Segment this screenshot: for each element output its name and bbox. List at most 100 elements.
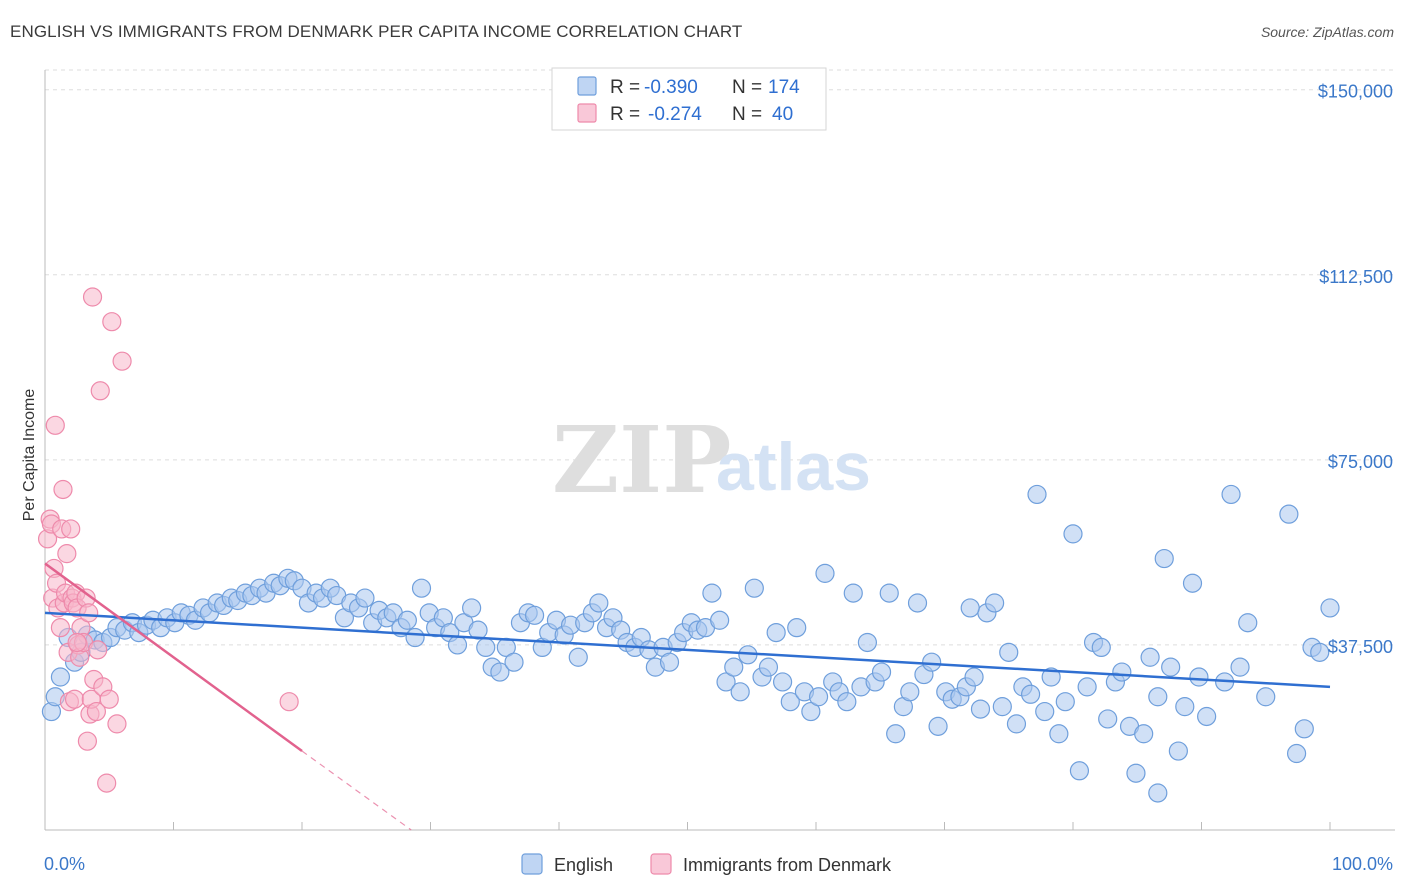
english-point-169: [1256, 687, 1276, 707]
english-point-149: [1091, 637, 1111, 658]
english-point-132: [970, 699, 991, 719]
english-point-164: [1197, 706, 1217, 727]
english-trendline: [44, 611, 1331, 689]
english-point-60: [462, 598, 482, 618]
english-point-172: [1294, 719, 1314, 739]
english-point-150: [1098, 709, 1118, 729]
english-point-123: [907, 593, 928, 613]
english-point-116: [857, 632, 878, 653]
legend-n-value-english: 174: [768, 77, 800, 98]
chart-title: ENGLISH VS IMMIGRANTS FROM DENMARK PER C…: [10, 22, 743, 41]
denmark-point-8: [50, 618, 71, 638]
english-point-159: [1161, 657, 1181, 677]
english-point-58: [447, 635, 468, 655]
english-point-144: [1055, 692, 1075, 712]
denmark-point-38: [99, 689, 119, 709]
english-point-158: [1154, 548, 1174, 569]
denmark-point-35: [90, 381, 110, 401]
english-point-45: [355, 588, 375, 608]
denmark-point-10: [53, 479, 73, 500]
english-point-157: [1148, 687, 1168, 707]
english-point-102: [758, 657, 779, 677]
legend-n-value-denmark: 40: [772, 104, 793, 125]
english-point-154: [1126, 763, 1146, 783]
denmark-point-31: [82, 287, 103, 307]
english-point-53: [411, 578, 432, 598]
x-tick-label-0: 0.0%: [44, 854, 85, 874]
english-point-156: [1140, 647, 1160, 667]
english-point-2: [50, 667, 71, 687]
legend-n-label-english: N =: [732, 77, 762, 98]
y-axis-title: Per Capita Income: [21, 389, 38, 522]
english-point-170: [1279, 504, 1299, 524]
denmark-point-42: [67, 632, 87, 653]
english-point-126: [928, 716, 948, 736]
legend: R = -0.390 N = 174 R = -0.274 N = 40: [551, 67, 827, 131]
denmark-point-5: [45, 415, 65, 435]
english-point-136: [999, 642, 1019, 662]
english-point-109: [808, 687, 829, 707]
y-tick-label-2: $112,500: [1319, 267, 1393, 287]
english-points: [41, 484, 1340, 803]
gridlines: [45, 69, 1395, 646]
english-point-155: [1134, 724, 1154, 744]
legend-swatch-english: [577, 76, 597, 96]
denmark-trendline-extension: [301, 750, 412, 831]
denmark-point-33: [86, 701, 107, 722]
tick-labels: $37,500 $75,000 $112,500 $150,000 0.0% 100.0%: [44, 82, 1393, 874]
denmark-point-43: [279, 692, 299, 712]
english-point-97: [724, 657, 744, 677]
watermark-atlas: atlas: [716, 429, 871, 505]
english-point-119: [879, 583, 899, 603]
bottom-legend: English Immigrants from Denmark: [521, 853, 892, 875]
english-point-51: [397, 610, 417, 630]
english-point-160: [1168, 741, 1188, 761]
legend-box: [551, 67, 827, 131]
english-point-171: [1286, 743, 1307, 764]
english-point-75: [568, 647, 588, 667]
english-point-120: [886, 724, 906, 744]
english-point-176: [1148, 783, 1168, 803]
bottom-legend-swatch-english: [521, 853, 543, 875]
english-point-131: [964, 667, 984, 687]
denmark-point-34: [88, 640, 108, 660]
english-point-142: [1041, 667, 1061, 687]
english-point-100: [744, 578, 764, 598]
english-point-147: [1077, 677, 1097, 697]
english-point-166: [1221, 484, 1241, 505]
denmark-point-16: [61, 519, 81, 539]
english-point-95: [710, 610, 730, 630]
english-point-106: [787, 618, 807, 638]
legend-r-label-english: R =: [610, 77, 640, 98]
bottom-legend-denmark: Immigrants from Denmark: [683, 855, 892, 875]
watermark-zip: ZIP: [552, 406, 731, 514]
english-point-162: [1182, 573, 1203, 593]
english-point-52: [405, 627, 425, 648]
denmark-point-40: [107, 714, 127, 734]
english-point-175: [1320, 598, 1340, 618]
english-point-64: [490, 662, 510, 682]
english-point-94: [702, 583, 722, 603]
english-point-177: [960, 598, 980, 618]
english-point-118: [871, 662, 892, 682]
english-point-96: [716, 672, 736, 692]
english-point-122: [900, 682, 920, 702]
denmark-point-27: [77, 731, 98, 751]
english-point-152: [1112, 662, 1132, 682]
denmark-point-41: [112, 351, 132, 371]
english-point-134: [985, 593, 1005, 613]
english-point-98: [730, 682, 750, 702]
english-point-61: [468, 620, 488, 640]
english-point-167: [1230, 657, 1250, 677]
english-point-168: [1238, 613, 1258, 633]
legend-n-label-denmark: N =: [732, 104, 762, 125]
english-point-108: [801, 701, 821, 722]
denmark-point-39: [102, 312, 122, 332]
english-point-78: [589, 593, 609, 613]
english-point-113: [837, 692, 857, 712]
english-point-145: [1063, 524, 1083, 544]
english-point-139: [1020, 684, 1041, 704]
y-tick-label-0: $37,500: [1328, 637, 1393, 657]
english-point-143: [1049, 724, 1069, 744]
